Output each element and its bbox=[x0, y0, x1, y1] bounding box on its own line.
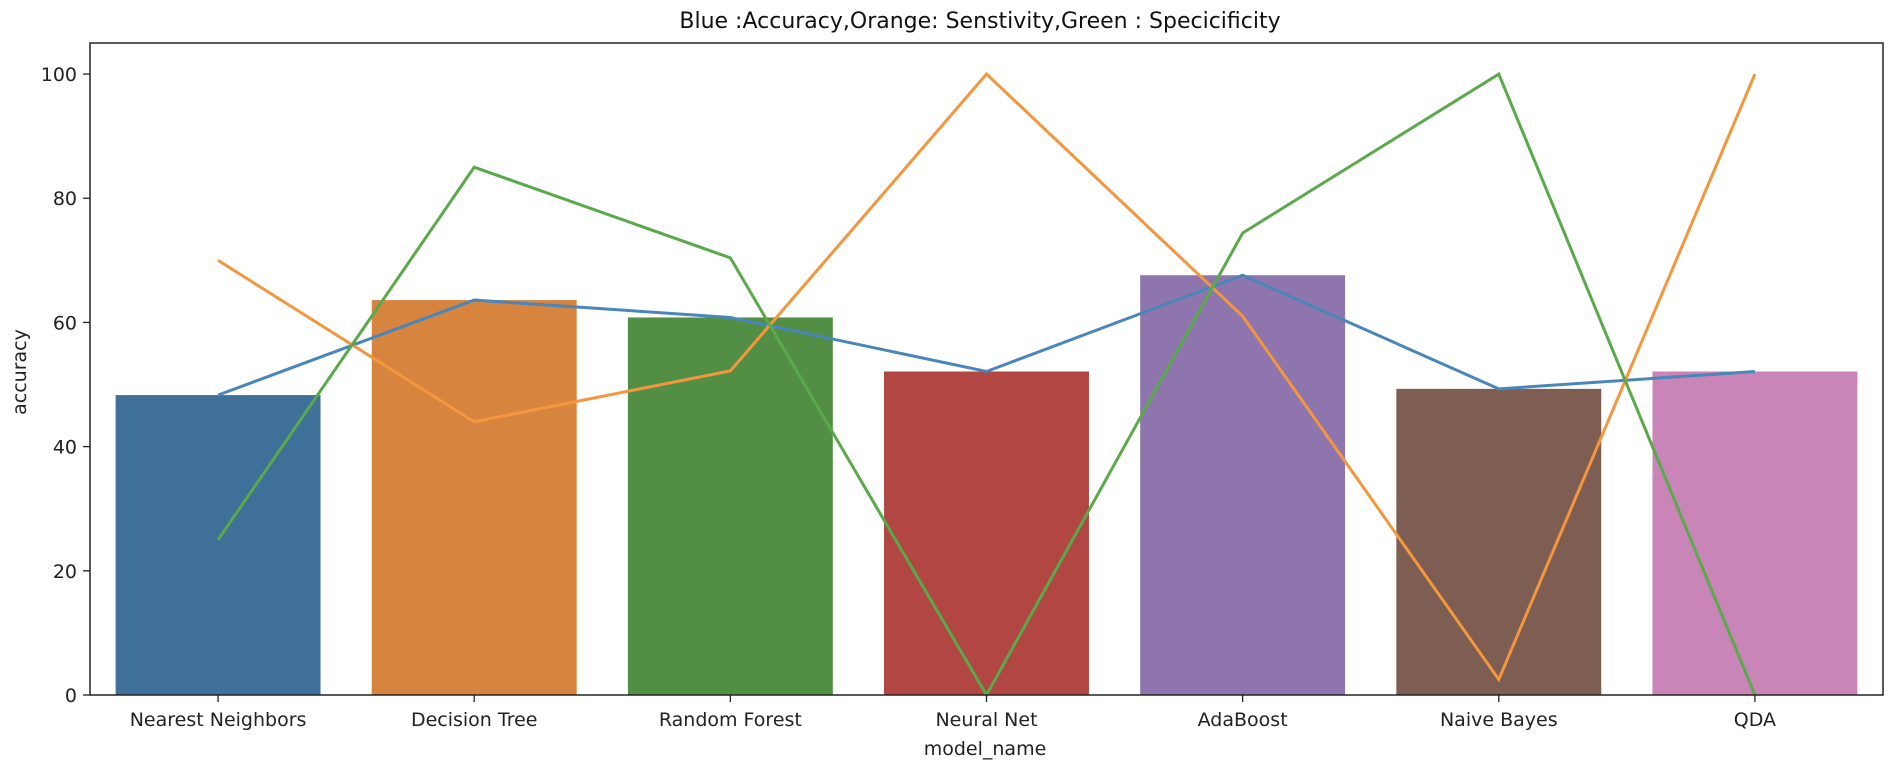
x-tick-label: Random Forest bbox=[659, 709, 802, 731]
x-tick-label: Naive Bayes bbox=[1440, 709, 1558, 731]
bar-random-forest bbox=[627, 317, 833, 695]
x-tick-label: Neural Net bbox=[935, 709, 1037, 731]
x-tick-label: Nearest Neighbors bbox=[130, 709, 307, 731]
y-tick-label: 0 bbox=[65, 685, 77, 707]
x-tick-label: Decision Tree bbox=[411, 709, 538, 731]
bars-group bbox=[115, 275, 1858, 695]
x-tick-label: QDA bbox=[1734, 709, 1776, 731]
x-axis-label: model_name bbox=[924, 738, 1047, 760]
bar-qda bbox=[1652, 371, 1858, 695]
bar-decision-tree bbox=[371, 300, 577, 695]
x-axis-ticks: Nearest Neighbors Decision Tree Random For… bbox=[130, 695, 1776, 731]
y-tick-label: 20 bbox=[53, 561, 77, 583]
plot-frame bbox=[89, 42, 1884, 696]
bar-naive-bayes bbox=[1396, 388, 1602, 695]
x-tick-label: AdaBoost bbox=[1198, 709, 1288, 731]
y-axis-ticks: 0 20 40 60 80 100 bbox=[41, 64, 90, 707]
y-tick-label: 60 bbox=[53, 312, 77, 334]
bar-neural-net bbox=[884, 371, 1089, 695]
y-tick-label: 100 bbox=[41, 64, 77, 86]
y-tick-label: 40 bbox=[53, 437, 77, 459]
y-tick-label: 80 bbox=[53, 188, 77, 210]
bar-adaboost bbox=[1140, 275, 1346, 695]
line-sensitivity bbox=[217, 71, 1757, 683]
y-axis-label: accuracy bbox=[9, 329, 31, 415]
bar-nearest-neighbors bbox=[115, 395, 321, 695]
line-accuracy bbox=[217, 273, 1756, 397]
chart-title: Blue :Accuracy,Orange: Senstivity,Green … bbox=[679, 9, 1280, 34]
